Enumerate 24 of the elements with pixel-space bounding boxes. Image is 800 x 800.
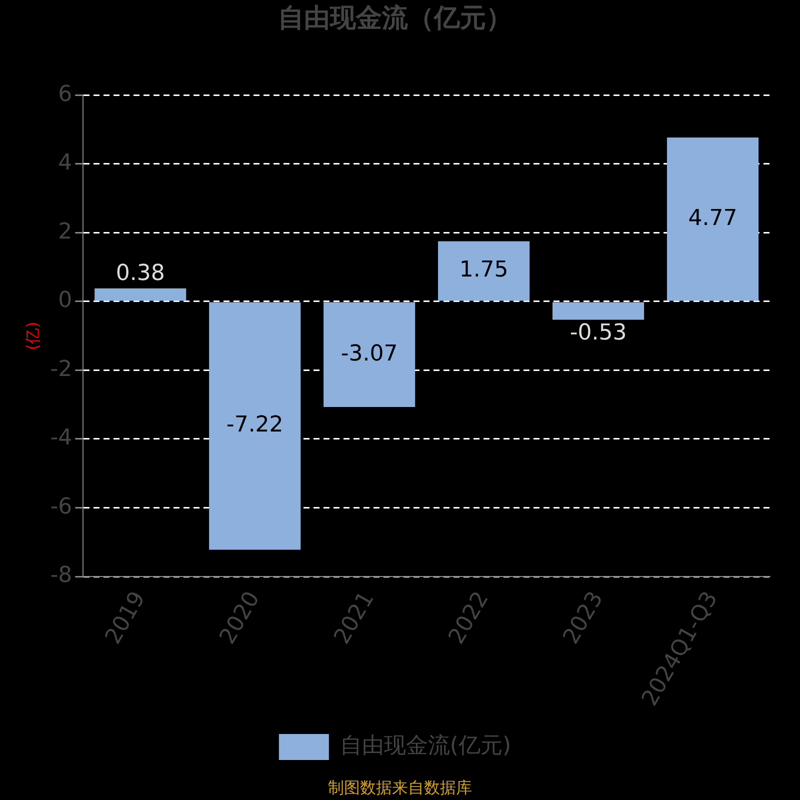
data-label: -3.07	[340, 341, 398, 366]
y-tick-label: 4	[58, 150, 72, 176]
legend-label: 自由现金流(亿元)	[340, 734, 512, 759]
chart-title: 自由现金流（亿元）	[278, 3, 512, 34]
y-tick-label: 6	[58, 82, 72, 107]
bar	[438, 241, 530, 301]
data-label: -7.22	[226, 412, 284, 438]
y-tick-label: -6	[50, 494, 72, 520]
text: 制图数据来自数据库	[328, 778, 472, 798]
y-tick-label: 0	[58, 288, 72, 314]
bar	[666, 137, 759, 301]
y-axis-title: (亿)	[22, 322, 42, 350]
bar	[209, 302, 301, 550]
data-label: -0.53	[570, 320, 627, 346]
y-tick-label: -8	[50, 563, 72, 588]
data-label: 4.77	[688, 206, 738, 231]
bar	[324, 302, 416, 408]
y-tick-label: 2	[58, 219, 72, 244]
data-label: 0.38	[116, 261, 165, 286]
y-tick-label: -4	[50, 426, 72, 451]
y-tick-label: -2	[50, 356, 72, 382]
bar	[552, 302, 644, 320]
bar	[94, 288, 186, 301]
data-label: 1.75	[459, 258, 508, 283]
